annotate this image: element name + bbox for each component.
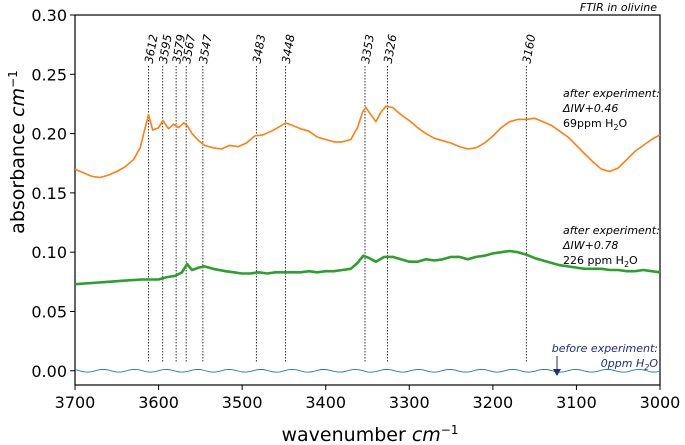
peak-label-3483: 3483 (250, 33, 269, 64)
peak-label-3353: 3353 (358, 33, 377, 64)
chart-title: FTIR in olivine (580, 1, 657, 14)
annotation-blue-line-2: 0ppm H2O (601, 357, 659, 372)
annotation-blue-line-1: before experiment: (552, 342, 658, 355)
x-axis-label: wavenumber cm−1 (282, 423, 459, 445)
y-tick-label: 0.25 (31, 65, 67, 84)
x-tick-label: 3200 (472, 393, 513, 412)
peak-label-3448: 3448 (279, 33, 298, 64)
peak-label-3567: 3567 (179, 33, 198, 65)
y-tick-label: 0.15 (31, 184, 67, 203)
x-tick-label: 3300 (389, 393, 430, 412)
annotation-green-line-3: 226 ppm H2O (563, 254, 638, 269)
peak-label-3326: 3326 (381, 33, 400, 64)
peak-label-3579: 3579 (169, 33, 188, 64)
annotation-green-line-1: after experiment: (563, 224, 660, 237)
y-tick-label: 0.20 (31, 125, 67, 144)
series-line-3 (74, 368, 661, 373)
x-tick-label: 3100 (556, 393, 597, 412)
series-line-2 (74, 249, 661, 286)
peak-label-3612: 3612 (142, 33, 161, 64)
annotation-orange-line-3: 69ppm H2O (563, 117, 628, 132)
y-tick-label: 0.00 (31, 362, 67, 381)
annotation-orange-line-1: after experiment: (563, 87, 660, 100)
peak-label-3160: 3160 (519, 33, 538, 64)
x-tick-label: 3000 (640, 393, 681, 412)
x-tick-label: 3400 (305, 393, 346, 412)
x-tick-label: 3700 (55, 393, 96, 412)
y-tick-label: 0.10 (31, 243, 67, 262)
x-tick-label: 3500 (222, 393, 263, 412)
y-tick-label: 0.30 (31, 6, 67, 25)
peak-label-3547: 3547 (196, 33, 215, 65)
plot-frame (74, 14, 661, 386)
annotation-green-line-2: ΔIW+0.78 (562, 239, 618, 252)
annotation-orange-line-2: ΔIW+0.46 (562, 102, 618, 115)
arrow-head (553, 369, 561, 376)
y-tick-label: 0.05 (31, 302, 67, 321)
peak-label-3595: 3595 (156, 33, 175, 64)
x-tick-label: 3600 (138, 393, 179, 412)
series-line-1 (74, 105, 661, 179)
y-axis-label: absorbance cm−1 (6, 70, 29, 234)
